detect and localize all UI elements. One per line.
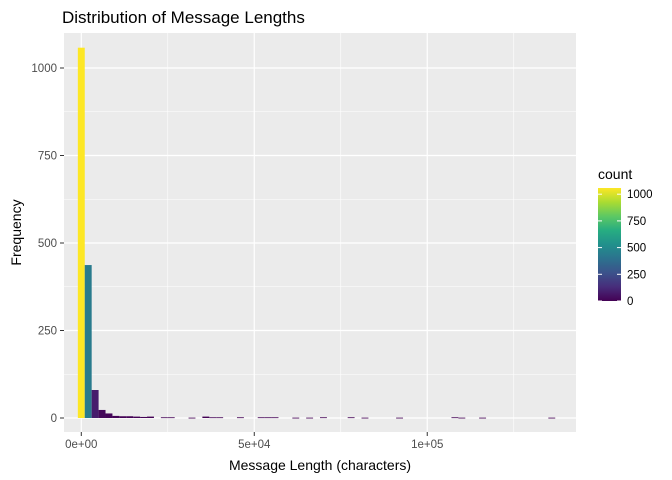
- histogram-bars: [77, 47, 556, 419]
- histogram-bar: [147, 416, 154, 418]
- histogram-bar: [236, 417, 244, 419]
- histogram-bar: [347, 417, 355, 419]
- y-axis-ticks: 0 250 500 750 1000: [31, 63, 64, 425]
- histogram-bar: [98, 409, 106, 418]
- legend-tick-label: 1000: [627, 189, 653, 201]
- legend-tick-label: 500: [627, 243, 646, 255]
- histogram-bar: [396, 417, 404, 419]
- histogram-bar: [105, 413, 113, 418]
- histogram-bar: [140, 416, 148, 418]
- y-tick-label: 750: [38, 151, 57, 163]
- histogram-bar: [458, 417, 466, 419]
- x-tick-label: 5e+04: [238, 439, 271, 451]
- histogram-bar: [133, 416, 141, 418]
- x-tick-label: 1e+05: [411, 439, 443, 451]
- histogram-bar: [160, 417, 168, 419]
- color-legend: count 0 250 500 750 1000: [598, 166, 653, 308]
- x-axis-ticks: 0e+00 5e+04 1e+05: [65, 432, 443, 451]
- legend-title: count: [598, 166, 632, 182]
- histogram-bar: [216, 417, 224, 419]
- x-tick-label: 0e+00: [65, 439, 97, 451]
- x-axis-title: Message Length (characters): [229, 457, 411, 473]
- plot-panel: [64, 33, 576, 432]
- histogram-bar: [451, 417, 459, 419]
- histogram-bar: [271, 417, 279, 419]
- histogram-bar: [264, 417, 272, 419]
- histogram-bar: [119, 416, 127, 418]
- y-tick-label: 1000: [31, 63, 57, 75]
- legend-tick-label: 0: [627, 296, 633, 308]
- histogram-bar: [126, 416, 134, 418]
- histogram-bar: [306, 417, 314, 419]
- histogram-bar: [292, 417, 300, 419]
- histogram-bar: [188, 417, 196, 419]
- chart-title: Distribution of Message Lengths: [62, 8, 305, 27]
- legend-tick-label: 250: [627, 269, 646, 281]
- histogram-bar: [84, 265, 92, 418]
- histogram-bar: [257, 417, 265, 419]
- minor-gridlines: [64, 33, 576, 432]
- y-tick-label: 250: [38, 326, 57, 338]
- histogram-bar: [209, 417, 217, 419]
- histogram-bar: [202, 416, 210, 418]
- histogram-bar: [77, 47, 85, 418]
- histogram-bar: [112, 415, 120, 418]
- legend-colorbar: [598, 188, 621, 301]
- histogram-bar: [91, 390, 99, 418]
- y-tick-label: 500: [38, 238, 57, 250]
- histogram-bar: [320, 417, 327, 419]
- legend-tick-label: 750: [627, 216, 646, 228]
- y-tick-label: 0: [51, 413, 57, 425]
- legend-ticks: 0 250 500 750 1000: [598, 189, 653, 308]
- histogram-bar: [361, 417, 369, 419]
- y-axis-title: Frequency: [8, 199, 24, 265]
- histogram-bar: [167, 417, 175, 419]
- histogram-bar: [479, 417, 487, 419]
- histogram-bar: [548, 417, 556, 419]
